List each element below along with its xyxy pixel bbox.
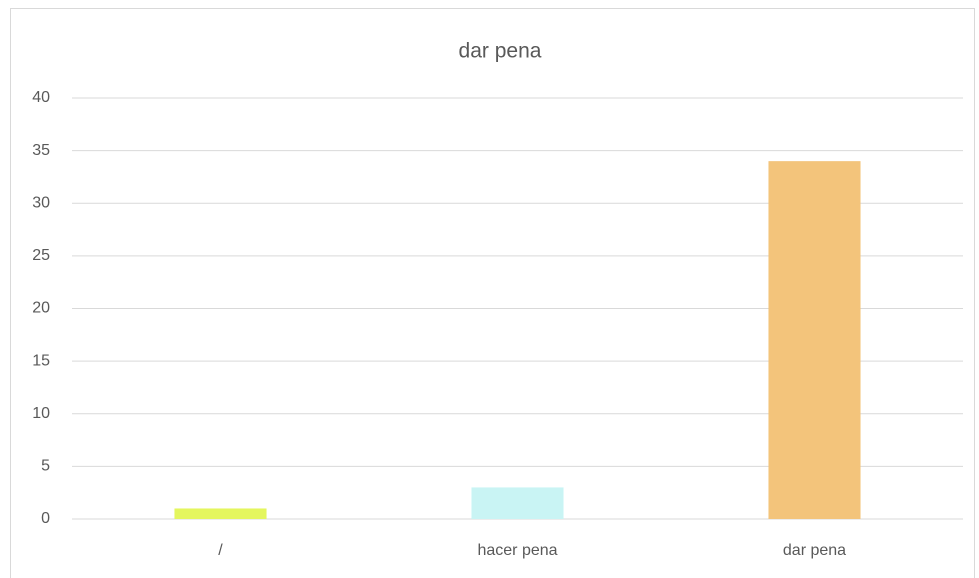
y-tick-label: 10 <box>32 405 50 422</box>
x-tick-label: / <box>218 542 223 559</box>
y-tick-label: 5 <box>41 458 50 475</box>
chart-title: dar pena <box>459 40 542 63</box>
y-tick-label: 15 <box>32 352 50 369</box>
bar <box>471 487 564 519</box>
y-tick-label: 25 <box>32 247 50 264</box>
bar <box>768 161 861 519</box>
y-tick-label: 0 <box>41 510 50 527</box>
y-tick-label: 30 <box>32 194 50 211</box>
y-tick-label: 20 <box>32 300 50 317</box>
y-tick-label: 40 <box>32 89 50 106</box>
x-tick-label: dar pena <box>783 542 846 559</box>
bar <box>174 508 267 519</box>
y-tick-label: 35 <box>32 142 50 159</box>
x-tick-label: hacer pena <box>477 542 557 559</box>
